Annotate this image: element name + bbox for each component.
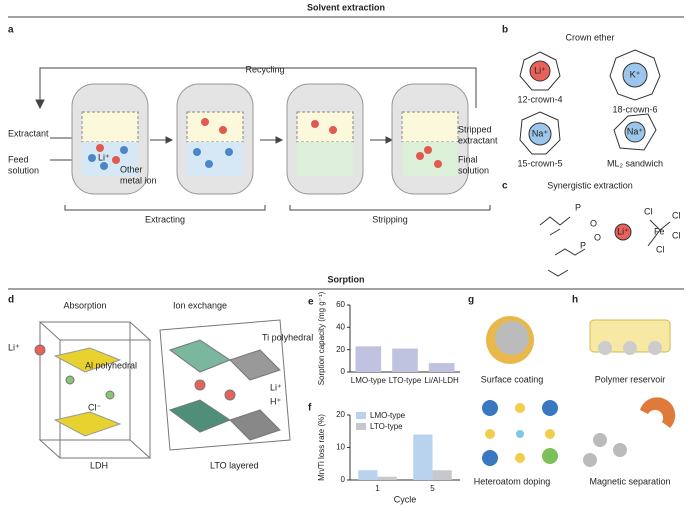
label: Ion exchange (173, 300, 227, 310)
x-tick-label: LTO-type (389, 376, 422, 385)
label: LTO layered (210, 460, 259, 470)
bar (413, 434, 433, 480)
icons (482, 316, 676, 467)
label: 15-crown-5 (517, 158, 562, 168)
label: Stripped (458, 124, 492, 134)
atom: Cl (644, 206, 653, 216)
x-tick-label: 5 (430, 484, 435, 493)
section-title: Sorption (328, 274, 365, 284)
panel-label: e (308, 297, 314, 308)
ion: Li⁺ (534, 65, 546, 75)
label: Other (120, 164, 143, 174)
ion: Na⁺ (627, 126, 644, 136)
label: Al polyhedral (85, 360, 137, 370)
panel-label: h (572, 295, 578, 306)
y-axis-label: Mn/Ti loss rate (%) (317, 414, 326, 481)
label: Synergistic extraction (547, 180, 633, 190)
label: Feed (8, 154, 29, 164)
label: 12-crown-4 (517, 94, 562, 104)
y-axis-label: Sorption capacity (mg g⁻¹) (317, 291, 326, 385)
label: Extractant (8, 128, 49, 138)
ion: Na⁺ (532, 128, 549, 138)
bar (355, 346, 382, 372)
y-tick-label: 20 (336, 410, 345, 419)
label: Ti polyhedral (262, 332, 313, 342)
bar (377, 476, 397, 480)
legend-swatch (356, 412, 366, 419)
legend-label: LTO-type (370, 422, 403, 431)
label: LDH (90, 460, 108, 470)
label: Polymer reservoir (595, 374, 666, 384)
label: Extracting (145, 214, 185, 224)
label: Magnetic separation (589, 476, 670, 486)
crystals (34, 319, 291, 459)
x-tick-label: 1 (375, 484, 380, 493)
y-tick-label: 60 (336, 300, 345, 309)
x-axis-label: Cycle (394, 494, 417, 504)
label: solution (458, 165, 489, 175)
panel-label: f (308, 403, 312, 414)
legend-label: LMO-type (370, 411, 406, 420)
y-tick-label: 0 (341, 475, 346, 484)
label: extractant (458, 135, 498, 145)
bar (358, 470, 378, 480)
atom: P (575, 202, 581, 212)
x-tick-label: Li/Al-LDH (425, 376, 459, 385)
label: solution (8, 165, 39, 175)
y-tick-label: 20 (336, 345, 345, 354)
panel-label: a (8, 25, 14, 36)
bar (432, 470, 452, 480)
atom: Cl (656, 244, 665, 254)
label: H⁺ (270, 396, 281, 406)
label: Stripping (372, 214, 408, 224)
label: Cl⁻ (88, 402, 101, 412)
label: Absorption (63, 300, 106, 310)
atom: Cl (672, 210, 681, 220)
atom: P (580, 240, 586, 250)
label: Crown ether (565, 32, 614, 42)
panel-label: g (468, 295, 474, 306)
label: Final (458, 154, 478, 164)
section-title: Solvent extraction (307, 2, 385, 12)
crowns (519, 49, 671, 277)
label: Li⁺ (8, 342, 20, 352)
label: 18-crown-6 (612, 104, 657, 114)
panel-label: c (502, 181, 508, 192)
layout (8, 16, 684, 290)
label: metal ion (120, 175, 157, 185)
label: Surface coating (481, 374, 544, 384)
panel-label: d (8, 295, 14, 306)
label: Li⁺ (270, 382, 282, 392)
atom: Cl (672, 230, 681, 240)
atom: O (590, 218, 597, 228)
label: Recycling (245, 64, 284, 74)
ion: Li⁺ (617, 226, 629, 236)
legend-swatch (356, 423, 366, 430)
bar (428, 363, 455, 372)
x-tick-label: LMO-type (351, 376, 387, 385)
label: Li⁺ (98, 152, 110, 162)
atom: O (594, 232, 601, 242)
tanks (71, 83, 469, 195)
atom: Fe (654, 226, 665, 236)
y-tick-label: 0 (341, 367, 346, 376)
bar (392, 348, 418, 372)
ion: K⁺ (630, 69, 641, 79)
y-tick-label: 10 (336, 443, 345, 452)
y-tick-label: 40 (336, 322, 345, 331)
panel-label: b (502, 25, 508, 36)
label: ML₂ sandwich (607, 158, 663, 168)
label: Heteroatom doping (474, 476, 551, 486)
